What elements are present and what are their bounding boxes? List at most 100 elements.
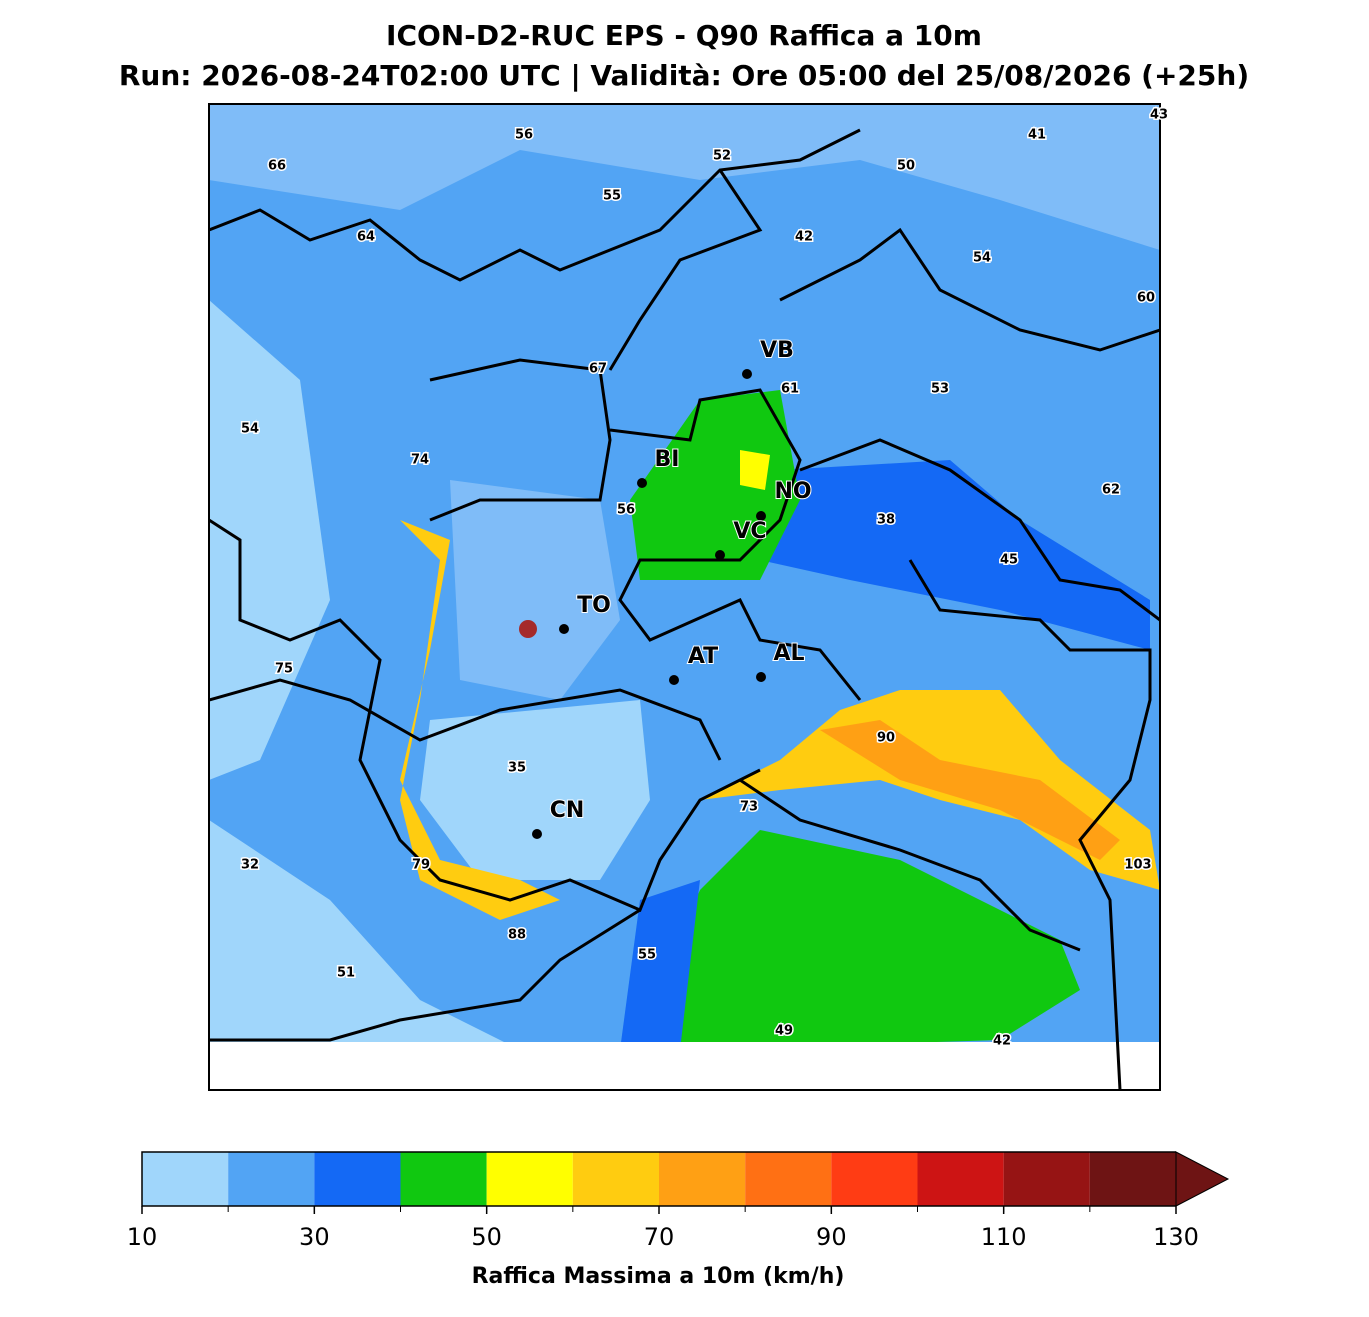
value-label: 52: [713, 149, 731, 164]
city-dot: [715, 550, 725, 560]
value-label: 42: [795, 230, 813, 245]
field: [209, 820, 520, 1050]
map-frame: [208, 103, 1161, 1091]
field: [209, 104, 1160, 250]
value-label: 55: [638, 948, 656, 963]
colorbar-tick-label: 10: [127, 1223, 158, 1251]
value-label: 32: [241, 858, 259, 873]
value-label: 79: [412, 858, 430, 873]
colorbar-tick-label: 30: [299, 1223, 330, 1251]
border: [209, 128, 861, 282]
colorbar-swatch: [314, 1152, 401, 1206]
colorbar-swatch: [1089, 1152, 1176, 1206]
colorbar-tick-label: 130: [1153, 1223, 1199, 1251]
field: [700, 690, 1160, 890]
field: [820, 720, 1120, 860]
marker: [519, 620, 537, 638]
field: [420, 700, 650, 880]
city-dot: [742, 369, 752, 379]
colorbar: 10 30 50 70 90 110 130: [127, 1151, 1230, 1251]
colorbar-tick-label: 50: [471, 1223, 502, 1251]
border: [209, 908, 641, 1042]
value-label: 49: [775, 1024, 793, 1039]
border: [209, 678, 722, 761]
border: [209, 518, 761, 912]
value-label: 103: [1124, 858, 1151, 873]
value-label: 60: [1137, 291, 1155, 306]
field: [760, 460, 1150, 650]
colorbar-swatch: [1003, 1152, 1090, 1206]
field: [209, 300, 330, 780]
city-dot: [559, 624, 569, 634]
field: [660, 830, 1080, 1050]
value-label: 56: [617, 503, 635, 518]
city-label: AT: [688, 644, 718, 669]
value-label: 38: [877, 513, 895, 528]
value-label: 66: [268, 159, 286, 174]
border: [429, 358, 612, 522]
city-dot: [532, 829, 542, 839]
border: [739, 778, 1081, 952]
border: [799, 438, 1160, 622]
value-label: 61: [781, 382, 799, 397]
border: [908, 559, 1152, 1090]
value-label: 45: [1000, 553, 1018, 568]
value-label: 62: [1102, 483, 1120, 498]
colorbar-swatch: [831, 1152, 918, 1206]
field: [450, 480, 620, 700]
colorbar-extend: [1175, 1151, 1230, 1207]
colorbar-label: Raffica Massima a 10m (km/h): [472, 1264, 845, 1289]
colorbar-swatch: [142, 1152, 229, 1206]
value-label: 54: [973, 251, 991, 266]
value-label: 73: [740, 800, 758, 815]
colorbar-swatch: [659, 1152, 746, 1206]
value-label: 55: [603, 189, 621, 204]
value-label: 56: [515, 128, 533, 143]
border: [609, 388, 862, 701]
city-dot: [756, 511, 766, 521]
value-label: 43: [1150, 108, 1168, 123]
city-dot: [637, 478, 647, 488]
colorbar-swatch: [228, 1152, 315, 1206]
colorbar-swatch: [400, 1152, 487, 1206]
city-label: TO: [577, 593, 611, 618]
value-label: 50: [897, 159, 915, 174]
value-label: 67: [589, 362, 607, 377]
city-label: BI: [655, 447, 680, 472]
value-label: 64: [357, 230, 375, 245]
subtitle: Run: 2026-08-24T02:00 UTC | Validità: Or…: [119, 59, 1249, 92]
field: [209, 1042, 1160, 1090]
field: [630, 390, 800, 580]
value-label: 51: [337, 966, 355, 981]
city-label: AL: [773, 641, 804, 666]
border: [608, 169, 763, 371]
value-label: 90: [877, 731, 895, 746]
value-label: 54: [241, 422, 259, 437]
value-label: 42: [993, 1034, 1011, 1049]
colorbar-swatch: [917, 1152, 1004, 1206]
colorbar-swatch: [745, 1152, 832, 1206]
colorbar-tick-label: 90: [816, 1223, 847, 1251]
map: 56 52 50 41 43 66 55 64 42 54 60 67 61 53 54 74 62 56 38 45…: [208, 103, 1170, 1091]
field: [620, 880, 700, 1050]
colorbar-swatch: [486, 1152, 573, 1206]
city-dot: [756, 672, 766, 682]
city-label: VC: [733, 519, 766, 544]
colorbar-tick-label: 70: [644, 1223, 675, 1251]
field: [740, 450, 770, 490]
value-label: 74: [411, 453, 429, 468]
value-label: 35: [508, 761, 526, 776]
city-label: VB: [760, 338, 794, 363]
city-label: NO: [774, 479, 811, 504]
colorbar-tick-label: 110: [981, 1223, 1027, 1251]
value-label: 41: [1028, 128, 1046, 143]
value-label: 75: [275, 662, 293, 677]
city-dot: [669, 675, 679, 685]
title: ICON-D2-RUC EPS - Q90 Raffica a 10m: [386, 19, 982, 52]
value-label: 88: [508, 928, 526, 943]
colorbar-swatch: [572, 1152, 659, 1206]
border: [779, 227, 1160, 352]
value-label: 53: [931, 382, 949, 397]
city-label: CN: [550, 798, 585, 823]
